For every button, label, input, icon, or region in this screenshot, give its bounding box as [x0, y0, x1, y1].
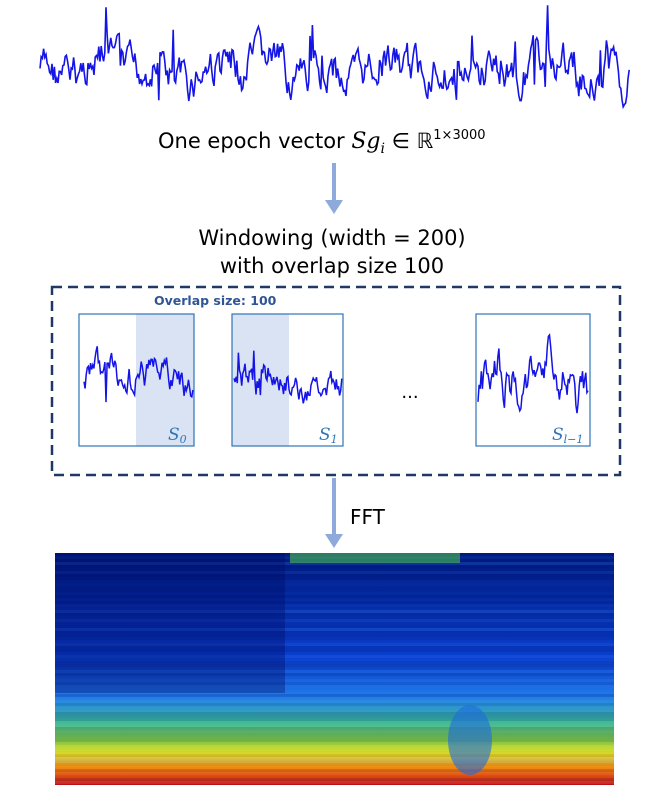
- window-s1-signal: [233, 350, 343, 404]
- window-s1-label: S1: [319, 425, 338, 446]
- window-s0-label: S0: [168, 425, 187, 446]
- fft-label: FFT: [350, 505, 386, 529]
- window-sl-1: Sl−1: [475, 313, 591, 447]
- window-sl-1-signal: [477, 333, 589, 414]
- ellipsis: ...: [401, 382, 418, 403]
- window-sl-1-label: Sl−1: [552, 425, 583, 446]
- overlap-size-label: Overlap size: 100: [154, 293, 277, 308]
- spectrogram: [55, 553, 614, 785]
- windowing-label-line1: Windowing (width = 200): [198, 226, 465, 250]
- down-arrow-icon: [325, 478, 343, 548]
- windows-container: [50, 285, 622, 477]
- window-s0: S0: [78, 313, 195, 447]
- down-arrow-icon: [325, 163, 343, 214]
- eeg-signal-trace: [39, 5, 630, 110]
- epoch-caption: One epoch vector Sgi ∈ ℝ1×3000: [158, 128, 486, 157]
- window-s1: S1: [231, 313, 344, 447]
- window-s0-signal: [83, 346, 194, 403]
- windowing-label-line2: with overlap size 100: [220, 254, 444, 278]
